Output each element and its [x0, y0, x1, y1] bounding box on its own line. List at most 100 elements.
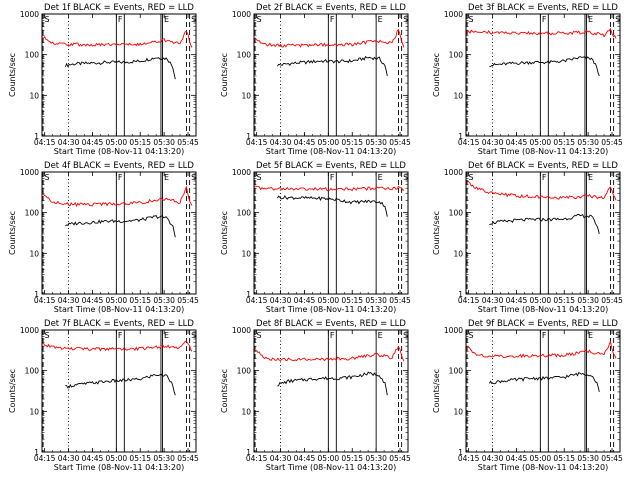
x-tick-label: 05:30 [365, 296, 387, 305]
panel-2: Det 2f BLACK = Events, RED = LLD S F E S 04:1… [220, 3, 411, 156]
y-tick-label: 1 [246, 448, 251, 457]
x-tick-label: 04:15 [34, 138, 56, 147]
x-tick-label: 04:30 [482, 296, 504, 305]
marker-label: S [45, 15, 50, 24]
marker-label: E [164, 173, 169, 182]
events-series-line [489, 56, 600, 77]
lld-series-line [465, 340, 617, 359]
panel-3: Det 3f BLACK = Events, RED = LLD S F E S 04:1… [432, 3, 623, 156]
marker-label: E [164, 331, 169, 340]
events-series-line [489, 213, 600, 235]
panel-title: Det 6f BLACK = Events, RED = LLD [468, 161, 618, 171]
x-tick-label: 04:30 [58, 138, 80, 147]
marker-label: F [330, 173, 335, 182]
y-tick-label: 1 [34, 290, 39, 299]
y-axis-label: Counts/sec [432, 211, 441, 255]
x-tick-label: 04:45 [294, 454, 316, 463]
x-tick-label: 04:15 [458, 454, 480, 463]
marker-label: F [330, 331, 335, 340]
y-tick-label: 1000 [20, 10, 39, 19]
x-tick-label: 04:30 [58, 296, 80, 305]
marker-label: S [45, 173, 50, 182]
plot-frame [41, 171, 197, 295]
lld-series-line [41, 340, 193, 352]
y-tick-label: 100 [25, 367, 40, 376]
y-tick-label: 1000 [20, 326, 39, 335]
x-tick-label: 04:30 [270, 138, 292, 147]
x-tick-label: 05:15 [553, 454, 575, 463]
x-tick-label: 05:45 [601, 296, 623, 305]
x-tick-label: 05:30 [577, 296, 599, 305]
plot-frame [253, 13, 409, 137]
panel-title: Det 5f BLACK = Events, RED = LLD [256, 161, 406, 171]
x-tick-label: 04:45 [506, 454, 528, 463]
x-tick-label: 05:00 [106, 138, 128, 147]
y-tick-label: 100 [237, 209, 252, 218]
x-tick-label: 04:45 [82, 296, 104, 305]
events-series-line [64, 57, 176, 80]
y-axis-label: Counts/sec [432, 369, 441, 413]
y-tick-label: 1 [246, 290, 251, 299]
marker-label: S [191, 331, 196, 340]
panel-7: Det 7f BLACK = Events, RED = LLD S F E S 04:1… [8, 319, 199, 472]
x-tick-label: 05:00 [530, 296, 552, 305]
x-tick-label: 04:45 [294, 296, 316, 305]
lld-series-line [465, 27, 617, 39]
panel-title: Det 1f BLACK = Events, RED = LLD [44, 3, 194, 13]
lld-series-line [41, 185, 193, 208]
y-tick-label: 10 [453, 91, 463, 100]
y-tick-label: 1 [458, 448, 463, 457]
y-tick-label: 10 [453, 407, 463, 416]
y-tick-label: 10 [29, 407, 39, 416]
events-series-line [277, 55, 388, 76]
marker-label: E [588, 15, 593, 24]
x-axis-label: Start Time (08-Nov-11 04:13:20) [266, 147, 396, 156]
y-tick-label: 10 [29, 91, 39, 100]
y-tick-label: 100 [237, 367, 252, 376]
panel-9: Det 9f BLACK = Events, RED = LLD S F E S 04:1… [432, 319, 623, 472]
x-tick-label: 04:15 [34, 296, 56, 305]
lld-series-line [253, 28, 405, 48]
lld-series-line [253, 185, 405, 192]
x-tick-label: 05:30 [577, 138, 599, 147]
panel-4: Det 4f BLACK = Events, RED = LLD S F E S 04:1… [8, 161, 199, 314]
marker-label: S [45, 331, 50, 340]
marker-label: E [588, 331, 593, 340]
y-tick-label: 100 [449, 51, 464, 60]
marker-label: F [542, 15, 547, 24]
x-tick-label: 04:30 [270, 296, 292, 305]
x-axis-label: Start Time (08-Nov-11 04:13:20) [54, 463, 184, 472]
x-axis-label: Start Time (08-Nov-11 04:13:20) [266, 305, 396, 314]
marker-label: F [542, 331, 547, 340]
y-axis-label: Counts/sec [8, 369, 17, 413]
x-tick-label: 04:15 [458, 296, 480, 305]
marker-label: S [469, 173, 474, 182]
y-tick-label: 10 [241, 407, 251, 416]
x-tick-label: 05:45 [177, 296, 199, 305]
x-tick-label: 05:45 [177, 454, 199, 463]
y-axis-label: Counts/sec [432, 53, 441, 97]
events-series-line [277, 195, 388, 217]
y-axis-label: Counts/sec [8, 53, 17, 97]
panel-title: Det 3f BLACK = Events, RED = LLD [468, 3, 618, 13]
x-axis-label: Start Time (08-Nov-11 04:13:20) [54, 147, 184, 156]
lld-series-line [41, 30, 193, 48]
x-tick-label: 05:45 [601, 454, 623, 463]
panel-title: Det 2f BLACK = Events, RED = LLD [256, 3, 406, 13]
plot-frame [465, 171, 621, 295]
marker-label: E [378, 173, 383, 182]
x-tick-label: 05:00 [318, 138, 340, 147]
marker-label: F [118, 15, 123, 24]
y-axis-label: Counts/sec [220, 369, 229, 413]
x-tick-label: 05:15 [553, 296, 575, 305]
x-tick-label: 04:15 [246, 138, 268, 147]
y-tick-label: 1 [34, 448, 39, 457]
x-axis-label: Start Time (08-Nov-11 04:13:20) [478, 147, 608, 156]
marker-label: F [118, 331, 123, 340]
x-tick-label: 04:45 [506, 138, 528, 147]
x-tick-label: 04:15 [246, 454, 268, 463]
marker-label: S [257, 173, 262, 182]
panel-6: Det 6f BLACK = Events, RED = LLD S F E S 04:1… [432, 161, 623, 314]
panel-title: Det 8f BLACK = Events, RED = LLD [256, 319, 406, 329]
